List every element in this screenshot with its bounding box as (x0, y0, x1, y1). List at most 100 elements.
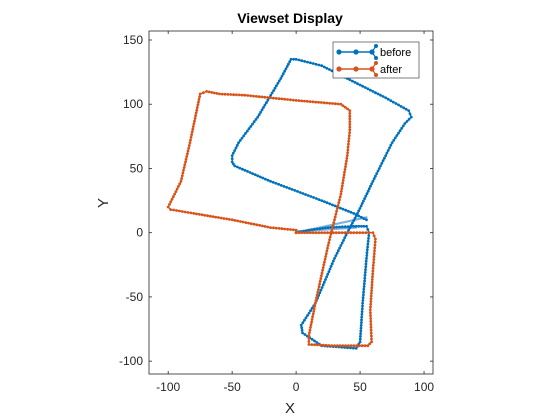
data-point-after (198, 92, 202, 96)
data-point-after (257, 95, 261, 99)
data-point-after (189, 135, 193, 139)
data-point-before (330, 69, 334, 73)
data-point-after (352, 344, 356, 348)
data-point-before (379, 93, 382, 97)
data-point-after (372, 258, 376, 261)
data-point-before (324, 278, 327, 281)
data-point-after (300, 99, 304, 103)
data-point-before (238, 139, 242, 142)
data-point-before (358, 340, 362, 344)
data-point-before (361, 296, 365, 300)
data-point-before (367, 234, 371, 237)
data-point-after (311, 312, 315, 316)
data-point-after (289, 228, 292, 231)
data-point-after (335, 344, 339, 348)
data-point-before (325, 201, 329, 205)
data-point-after (274, 97, 278, 100)
data-point-after (341, 344, 345, 348)
data-point-before (328, 267, 332, 271)
data-point-before (261, 176, 265, 180)
data-point-after (182, 166, 186, 169)
data-point-before (279, 77, 283, 80)
data-point-after (222, 217, 226, 220)
data-point-after (190, 130, 194, 134)
data-point-after (345, 154, 349, 158)
data-point-before (364, 265, 368, 269)
data-point-before (324, 226, 327, 230)
data-point-after (358, 231, 362, 235)
data-point-after (178, 182, 182, 186)
data-point-before (271, 180, 275, 184)
data-point-after (370, 291, 373, 295)
data-point-before (386, 97, 390, 101)
data-point-before (374, 91, 377, 95)
plot-area (148, 30, 434, 375)
data-point-after (347, 139, 351, 143)
data-point-after (372, 234, 376, 238)
data-point-after (330, 229, 334, 233)
data-point-before (328, 202, 332, 206)
data-point-after (347, 137, 351, 140)
data-point-before (314, 197, 318, 200)
data-point-after (308, 328, 312, 332)
y-tick-labels: -100 -50 0 50 100 150 (119, 33, 143, 368)
data-point-after (186, 149, 190, 153)
data-point-after (373, 243, 377, 247)
data-point-after (343, 168, 347, 171)
data-point-after (373, 246, 377, 250)
data-point-before (235, 165, 239, 169)
data-point-before (354, 346, 358, 350)
data-point-after (327, 241, 331, 245)
data-point-before (292, 57, 295, 61)
series-group (166, 57, 413, 350)
data-point-before (338, 246, 341, 250)
data-point-after (174, 190, 178, 194)
data-point-after (340, 184, 344, 188)
data-point-after (230, 218, 234, 222)
data-point-before (307, 311, 311, 315)
data-point-after (347, 344, 350, 348)
data-point-before (248, 171, 252, 174)
data-point-before (290, 188, 294, 191)
data-point-after (347, 134, 351, 138)
data-point-after (311, 315, 314, 319)
data-point-after (358, 344, 361, 348)
data-point-before (279, 184, 283, 187)
data-point-after (195, 212, 198, 216)
data-point-before (362, 285, 366, 288)
data-point-before (266, 178, 270, 182)
data-point-after (330, 344, 334, 347)
data-point-before (370, 182, 374, 186)
data-point-before (380, 161, 384, 165)
data-point-after (370, 278, 374, 281)
data-point-after (338, 344, 342, 348)
data-point-after (300, 231, 304, 235)
data-point-before (277, 182, 280, 186)
data-point-before (325, 275, 328, 279)
data-point-before (397, 131, 400, 135)
data-point-after (294, 228, 298, 232)
data-point-after (188, 141, 192, 145)
data-point-after (341, 104, 345, 108)
data-point-before (332, 259, 335, 263)
data-point-before (360, 313, 364, 316)
data-point-before (362, 287, 366, 291)
data-point-before (389, 99, 393, 103)
data-point-after (333, 102, 337, 106)
data-point-after (291, 228, 295, 232)
data-point-before (363, 279, 366, 283)
data-point-after (363, 344, 367, 348)
data-point-after (335, 207, 339, 210)
data-point-after (272, 96, 275, 100)
data-point-after (347, 142, 350, 146)
data-point-after (317, 285, 321, 289)
data-point-before (403, 122, 407, 125)
data-point-after (291, 98, 295, 102)
data-point-before (321, 283, 325, 287)
data-point-after (352, 231, 356, 235)
data-point-before (339, 244, 343, 247)
data-point-after (189, 211, 193, 215)
data-point-after (369, 320, 373, 323)
data-point-after (309, 323, 313, 327)
data-point-before (257, 113, 261, 117)
